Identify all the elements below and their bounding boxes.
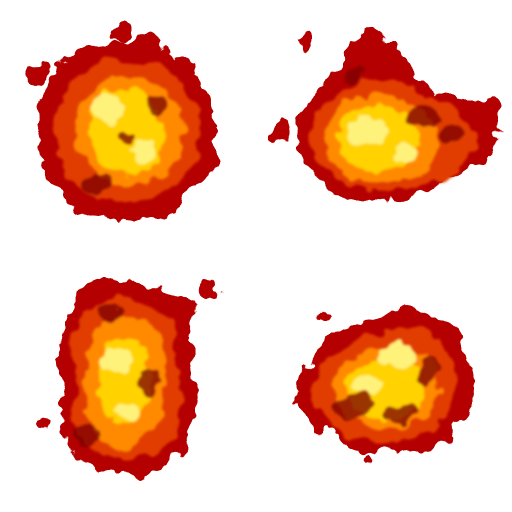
fire-cloud-sprite-3	[0, 256, 256, 512]
fire-cloud-icon	[290, 305, 472, 468]
fire-cloud-icon	[36, 278, 220, 476]
fire-cloud-sprite-4	[256, 256, 512, 512]
fire-cloud-sprite-1	[0, 0, 256, 256]
fire-cloud-icon	[30, 23, 217, 221]
fire-cloud-sprite-2	[256, 0, 512, 256]
fire-cloud-icon	[270, 28, 501, 201]
